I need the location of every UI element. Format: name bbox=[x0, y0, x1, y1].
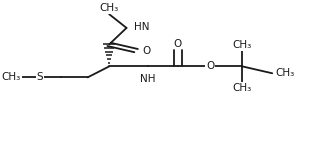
Text: O: O bbox=[206, 61, 214, 71]
Text: O: O bbox=[143, 46, 151, 56]
Text: CH₃: CH₃ bbox=[100, 4, 119, 13]
Text: O: O bbox=[174, 38, 182, 49]
Text: CH₃: CH₃ bbox=[233, 83, 252, 93]
Text: NH: NH bbox=[140, 74, 156, 84]
Text: HN: HN bbox=[134, 22, 149, 32]
Text: CH₃: CH₃ bbox=[2, 72, 21, 82]
Text: CH₃: CH₃ bbox=[275, 68, 294, 78]
Text: CH₃: CH₃ bbox=[233, 40, 252, 50]
Text: S: S bbox=[36, 72, 43, 82]
